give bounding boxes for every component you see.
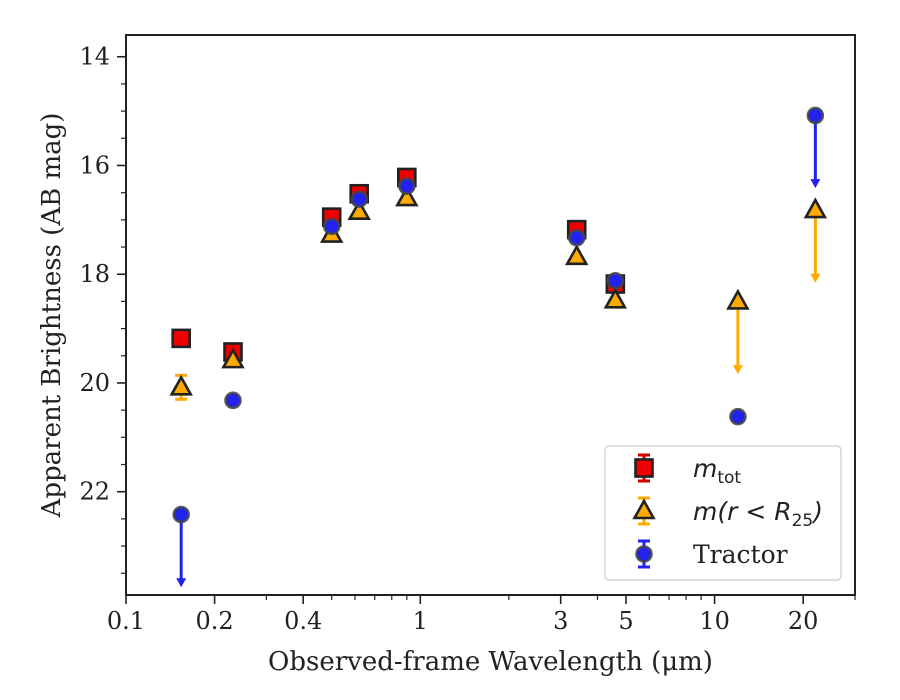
data-point-circle: [806, 106, 825, 125]
data-point-circle: [606, 271, 625, 290]
plot-frame: [125, 34, 856, 596]
legend-label: Tractor: [693, 540, 788, 569]
legend-label: m(r < R25): [693, 497, 823, 531]
series-square: [171, 167, 626, 362]
legend-marker-square: [634, 458, 654, 478]
y-tick-label: 14: [79, 43, 110, 71]
data-point-circle: [322, 217, 341, 236]
data-point-triangle: [564, 244, 589, 266]
data-point-triangle: [347, 199, 371, 220]
arrow-head: [732, 365, 743, 375]
data-point-circle: [224, 391, 242, 410]
y-axis-ticks: 14 16 18 20 22: [79, 43, 126, 574]
data-point-circle: [398, 177, 416, 195]
data-point-triangle: [603, 287, 628, 309]
data-point-circle: [172, 505, 190, 524]
legend-label: mtot: [693, 454, 741, 488]
series-triangle: [169, 185, 828, 401]
x-tick-label: 20: [788, 607, 819, 635]
x-tick-label: 0.1: [107, 607, 145, 635]
y-tick-label: 18: [79, 260, 110, 288]
legend: mtot m(r < R25) Tractor: [604, 445, 842, 581]
x-tick-label: 0.2: [196, 607, 234, 635]
x-tick-label: 1: [413, 607, 428, 635]
x-tick-label: 10: [699, 607, 730, 635]
data-point-triangle: [726, 288, 750, 310]
data-point-circle: [729, 407, 747, 426]
data-point-circle: [350, 190, 368, 208]
x-axis-label: Observed-frame Wavelength (μm): [268, 647, 713, 677]
legend-marker-circle: [635, 545, 653, 563]
data-point-circle: [567, 228, 586, 247]
data-point-triangle: [169, 374, 193, 396]
data-point-square: [171, 328, 191, 349]
legend-box: [604, 445, 842, 581]
x-tick-label: 3: [553, 607, 568, 635]
arrow-head: [176, 578, 187, 588]
data-marks: [169, 106, 828, 588]
legend-marker-triangle: [632, 498, 656, 520]
y-tick-label: 20: [79, 369, 110, 397]
data-point-triangle: [395, 185, 419, 207]
x-axis-ticks: 0.1 0.2 0.4 1 3 5 10 20: [107, 595, 856, 635]
y-tick-label: 16: [79, 151, 110, 179]
x-tick-label: 0.4: [284, 607, 322, 635]
data-point-triangle: [221, 347, 245, 369]
y-axis-label: Apparent Brightness (AB mag): [37, 113, 67, 519]
arrow-head: [810, 273, 821, 283]
x-tick-label: 5: [618, 607, 633, 635]
series-circle: [172, 106, 825, 588]
arrow-head: [810, 179, 821, 189]
y-tick-label: 22: [79, 478, 110, 506]
data-point-triangle: [803, 197, 828, 219]
